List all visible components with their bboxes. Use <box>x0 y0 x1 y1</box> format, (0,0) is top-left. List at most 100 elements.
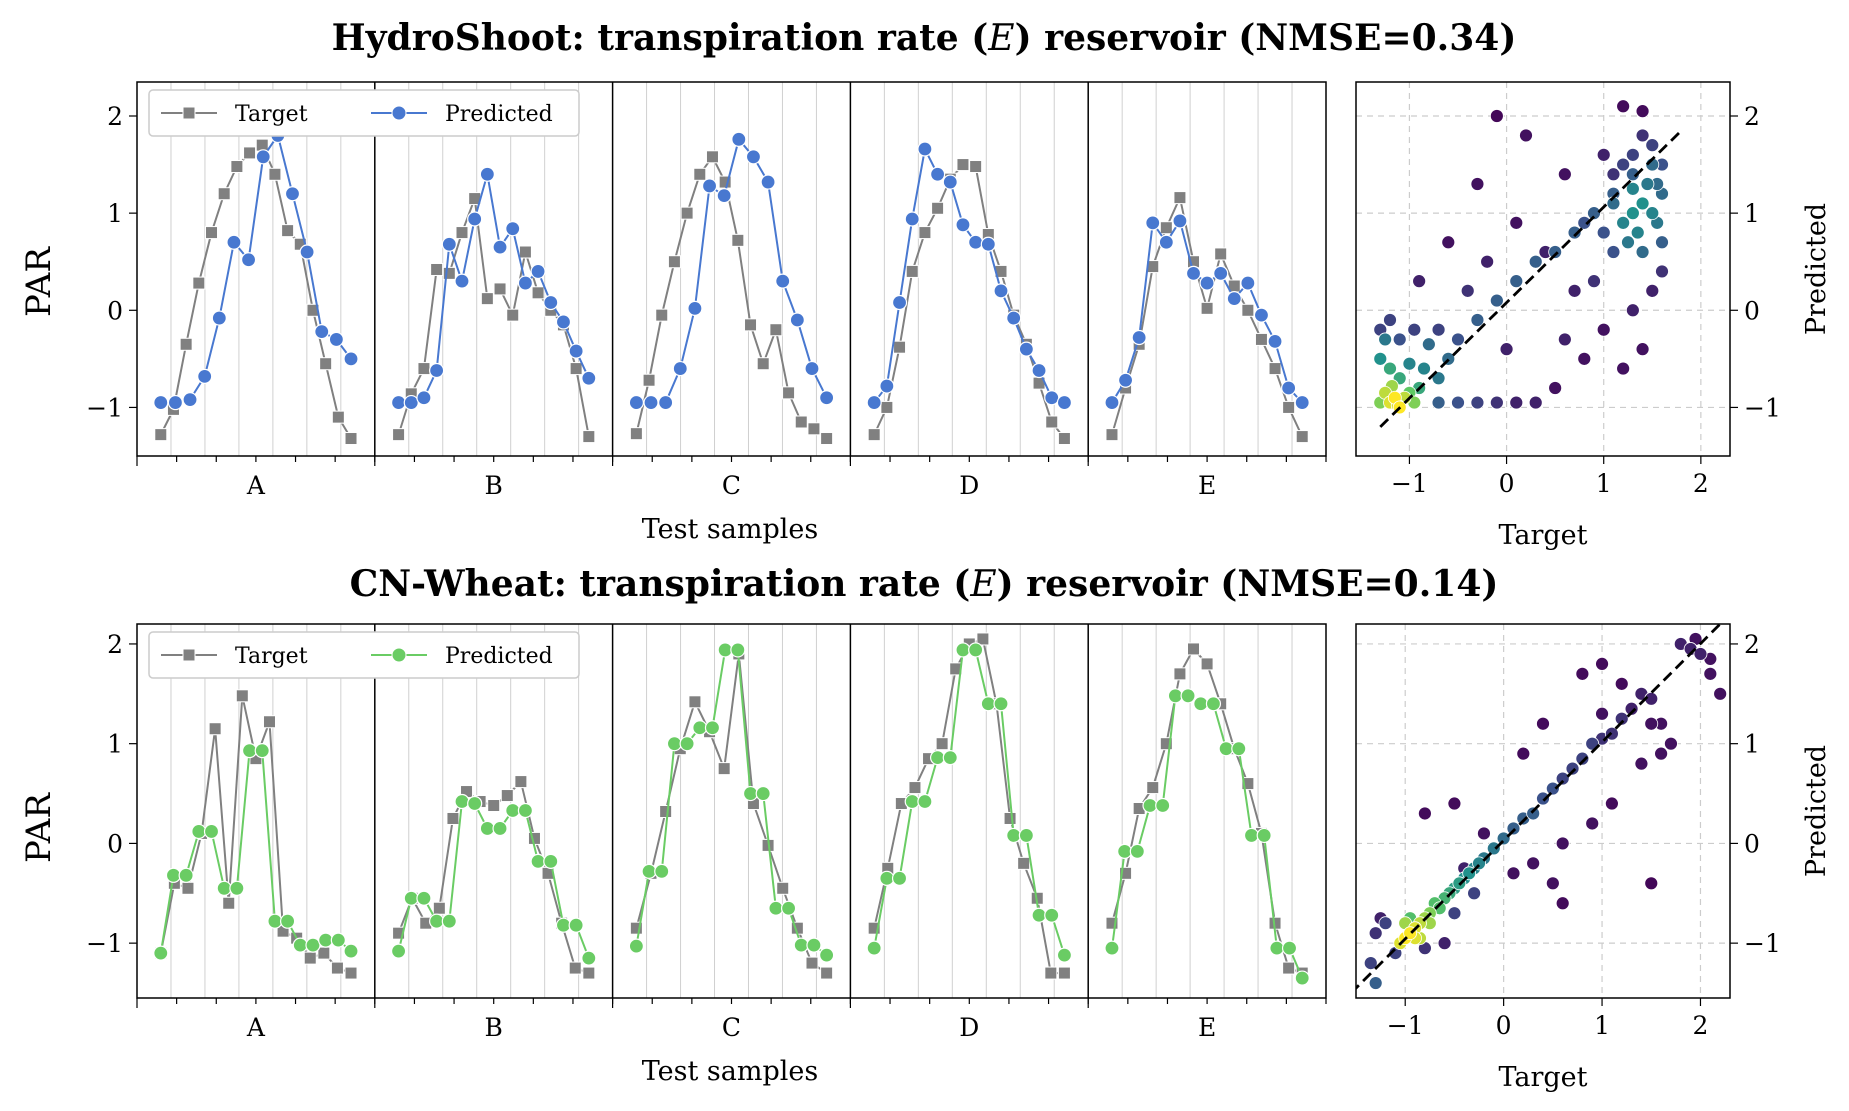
scatter-point <box>1480 254 1495 269</box>
target-series-marker <box>1282 961 1296 975</box>
target-series-marker <box>344 432 358 446</box>
predicted-series-marker <box>1193 696 1209 712</box>
scatter-point <box>1431 322 1446 337</box>
scatter-point <box>1635 342 1650 357</box>
target-series-line <box>159 695 352 975</box>
scatter-point <box>1616 157 1631 172</box>
scatter-point <box>1555 771 1570 786</box>
target-series-marker <box>731 233 745 247</box>
x-tick-label: 2 <box>1693 1011 1709 1040</box>
scatter-point <box>1545 876 1560 891</box>
predicted-series-marker <box>229 880 245 896</box>
scatter-point <box>1548 245 1563 259</box>
predicted-series-marker <box>454 793 470 810</box>
predicted-series-marker <box>1145 215 1161 231</box>
target-series-marker <box>1146 781 1160 795</box>
target-series-marker <box>918 226 932 240</box>
scatter-point <box>1655 264 1669 279</box>
target-series-marker <box>1200 657 1214 671</box>
target-series-marker <box>680 206 694 220</box>
predicted-series-marker <box>1243 827 1260 844</box>
y-axis-label-bottom: PAR <box>19 792 59 863</box>
scatter-point <box>1368 926 1383 941</box>
scatter-x-label-bottom: Target <box>1498 1062 1587 1093</box>
predicted-series-marker <box>254 743 270 759</box>
x-tick-label: −1 <box>1391 469 1428 498</box>
predicted-series-marker <box>955 217 971 233</box>
scatter-point <box>1378 916 1393 931</box>
target-series-marker <box>344 966 358 980</box>
scatter-point <box>1635 128 1650 143</box>
predicted-series-marker <box>641 863 657 879</box>
predicted-series-marker <box>716 188 732 204</box>
predicted-series-marker <box>755 785 771 802</box>
predicted-series-marker <box>692 720 708 736</box>
predicted-series-marker <box>731 131 747 147</box>
predicted-series-marker <box>314 324 330 340</box>
predicted-series-marker <box>658 394 674 411</box>
scatter-point <box>1407 322 1422 337</box>
scatter-point <box>1703 666 1718 681</box>
predicted-series-marker <box>1031 362 1047 379</box>
predicted-series-marker <box>492 820 508 837</box>
predicted-series-marker <box>581 370 597 386</box>
predicted-series-marker <box>730 642 746 658</box>
predicted-series-marker <box>666 736 683 752</box>
predicted-series-marker <box>1256 827 1272 844</box>
target-series-marker <box>446 811 460 825</box>
target-series-marker <box>518 245 532 259</box>
predicted-series-marker <box>1281 940 1298 956</box>
scatter-point <box>1625 303 1640 318</box>
scatter-point <box>1437 936 1452 951</box>
scatter-point <box>1587 274 1601 289</box>
scatter-point <box>1536 791 1550 806</box>
scatter-area <box>1356 82 1730 456</box>
predicted-series-marker <box>672 360 688 377</box>
scatter-point <box>1625 181 1640 196</box>
predicted-series-marker <box>879 870 895 886</box>
target-series-marker <box>956 158 970 172</box>
target-series-marker <box>527 831 541 845</box>
legend-label: Target <box>235 644 308 669</box>
scatter-point <box>1645 283 1660 298</box>
predicted-series-marker <box>517 275 534 291</box>
scatter-y-label-bottom: Predicted <box>1801 745 1832 877</box>
target-series-marker <box>1268 362 1282 376</box>
scatter-point <box>1373 351 1388 366</box>
predicted-series-marker <box>267 913 283 929</box>
predicted-series-marker <box>942 174 958 190</box>
predicted-series-marker <box>1158 234 1174 250</box>
scatter-point <box>1421 337 1436 352</box>
scatter-point <box>1621 235 1635 250</box>
predicted-series-marker <box>505 802 521 819</box>
predicted-series-marker <box>1180 688 1196 704</box>
predicted-series-marker <box>760 174 776 190</box>
scatter-point <box>1596 225 1611 240</box>
scatter-point <box>1451 332 1465 347</box>
predicted-series-marker <box>292 937 308 953</box>
predicted-series-marker <box>1231 741 1247 757</box>
y-tick-label: 0 <box>107 296 123 325</box>
scatter-point <box>1654 746 1669 761</box>
predicted-series-marker <box>530 853 546 869</box>
scatter-point <box>1509 215 1524 230</box>
target-series-marker <box>179 337 193 351</box>
scatter-point <box>1635 245 1650 259</box>
panel-label: E <box>1198 471 1216 500</box>
target-series-marker <box>1200 301 1214 315</box>
panel-label: D <box>959 471 979 500</box>
scatter-point <box>1528 254 1543 269</box>
target-series-marker <box>317 946 331 960</box>
predicted-series-marker <box>467 795 483 812</box>
scatter-point <box>1528 395 1543 410</box>
predicted-series-marker <box>416 890 432 906</box>
predicted-series-marker <box>968 234 984 250</box>
scatter-point <box>1693 647 1708 661</box>
x-tick-label: 0 <box>1499 469 1515 498</box>
scatter-point <box>1604 796 1619 811</box>
predicted-series-marker <box>1155 797 1171 814</box>
target-series-marker <box>432 901 446 915</box>
identity-line <box>1356 624 1722 991</box>
predicted-series-marker <box>153 945 169 961</box>
target-series-marker <box>880 400 894 414</box>
